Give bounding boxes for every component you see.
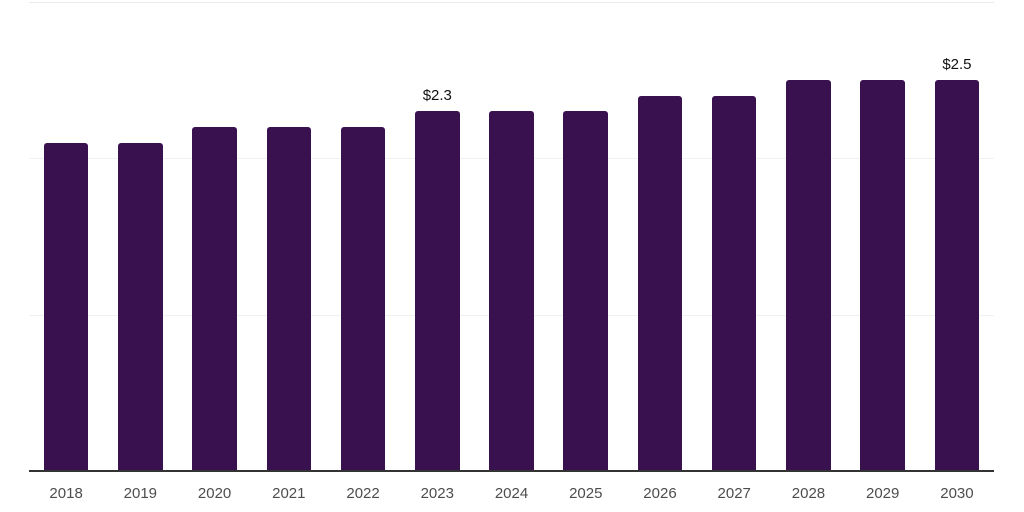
x-tick-label-2022: 2022	[346, 485, 380, 502]
x-tick-label-2020: 2020	[197, 485, 232, 502]
bar-2030	[934, 80, 980, 471]
x-tick-label-2027: 2027	[717, 485, 751, 502]
gridline-3	[29, 2, 994, 3]
bar-2029	[860, 80, 905, 471]
data-label-2023: $2.3	[422, 87, 452, 105]
x-tick-label-2021: 2021	[272, 485, 306, 502]
x-tick-label-2025: 2025	[569, 485, 603, 502]
x-tick-label-2018: 2018	[49, 485, 83, 502]
x-tick-label-2030: 2030	[940, 485, 974, 502]
bar-column-2020	[177, 2, 251, 471]
bar-column-2026	[623, 2, 697, 471]
x-axis-labels: 2018 2019 2020 2021 2022 2023 2024 2025 2026 2027…	[29, 485, 994, 503]
bar-column-2021	[252, 2, 326, 471]
bar-2023	[415, 111, 460, 471]
bar-column-2018	[29, 2, 103, 471]
bar-column-2023: $2.3	[400, 2, 474, 471]
bar-2022	[340, 127, 386, 471]
bar-column-2028	[771, 2, 845, 471]
x-axis-line	[29, 470, 994, 472]
bar-column-2027	[697, 2, 771, 471]
bar-2020	[192, 127, 237, 471]
bar-2028	[786, 80, 831, 471]
bar-column-2029	[846, 2, 920, 471]
bar-column-2025	[549, 2, 623, 471]
data-label-2030: $2.5	[942, 56, 972, 74]
x-tick-label-2029: 2029	[866, 485, 900, 502]
x-tick-label-2026: 2026	[643, 485, 677, 502]
bar-column-2019	[103, 2, 177, 471]
bar-column-2030: $2.5	[920, 2, 994, 471]
bar-column-2024	[474, 2, 548, 471]
bar-2026	[637, 95, 683, 471]
bar-2025	[563, 111, 609, 471]
x-tick-label-2024: 2024	[494, 485, 529, 502]
bar-2027	[711, 95, 757, 471]
bar-column-2022	[326, 2, 400, 471]
bar-2019	[118, 142, 163, 471]
bar-2024	[489, 111, 534, 471]
plot-area: $2.3 $2.5	[29, 2, 994, 471]
x-tick-label-2023: 2023	[420, 485, 454, 502]
bar-2021	[266, 127, 312, 471]
x-tick-label-2028: 2028	[791, 485, 826, 502]
x-tick-label-2019: 2019	[123, 485, 158, 502]
bar-2018	[43, 142, 89, 471]
